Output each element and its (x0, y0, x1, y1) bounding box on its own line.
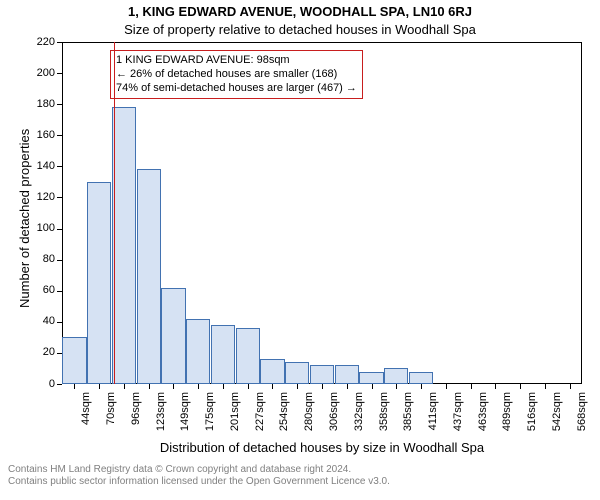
y-tick-label: 220 (25, 36, 55, 48)
annotation-line-3: 74% of semi-detached houses are larger (… (116, 82, 357, 96)
histogram-bar (62, 337, 86, 384)
x-tick (396, 384, 397, 389)
histogram-bar (186, 319, 210, 384)
x-tick (198, 384, 199, 389)
x-tick (74, 384, 75, 389)
x-tick (495, 384, 496, 389)
y-tick (57, 166, 62, 167)
histogram-bar (236, 328, 260, 384)
histogram-bar (161, 288, 185, 384)
x-tick-label: 358sqm (378, 392, 390, 492)
y-tick (57, 104, 62, 105)
x-tick (545, 384, 546, 389)
x-tick (272, 384, 273, 389)
x-tick (421, 384, 422, 389)
annotation-line-1: 1 KING EDWARD AVENUE: 98sqm (116, 54, 357, 68)
annotation-box: 1 KING EDWARD AVENUE: 98sqm ← 26% of det… (110, 50, 363, 99)
x-tick-label: 96sqm (130, 392, 142, 492)
y-tick-label: 160 (25, 129, 55, 141)
x-tick (446, 384, 447, 389)
histogram-bar (137, 169, 161, 384)
y-tick (57, 73, 62, 74)
x-tick-label: 149sqm (179, 392, 191, 492)
x-tick-label: 254sqm (278, 392, 290, 492)
x-tick (99, 384, 100, 389)
y-tick (57, 197, 62, 198)
x-tick (570, 384, 571, 389)
chart-subtitle: Size of property relative to detached ho… (0, 22, 600, 37)
x-tick-label: 516sqm (526, 392, 538, 492)
y-axis-label: Number of detached properties (17, 129, 32, 308)
x-tick (347, 384, 348, 389)
chart-container: 1, KING EDWARD AVENUE, WOODHALL SPA, LN1… (0, 0, 600, 500)
y-tick-label: 180 (25, 98, 55, 110)
histogram-bar (409, 372, 433, 384)
y-tick (57, 42, 62, 43)
y-tick-label: 20 (25, 346, 55, 358)
histogram-bar (335, 365, 359, 384)
x-tick-label: 306sqm (328, 392, 340, 492)
x-tick-label: 489sqm (501, 392, 513, 492)
x-tick (372, 384, 373, 389)
y-tick (57, 229, 62, 230)
x-tick-label: 568sqm (576, 392, 588, 492)
chart-title: 1, KING EDWARD AVENUE, WOODHALL SPA, LN1… (0, 4, 600, 19)
histogram-bar (211, 325, 235, 384)
x-tick-label: 70sqm (105, 392, 117, 492)
x-tick-label: 123sqm (155, 392, 167, 492)
x-tick (173, 384, 174, 389)
y-tick-label: 80 (25, 253, 55, 265)
histogram-bar (87, 182, 111, 384)
x-tick (149, 384, 150, 389)
y-tick-label: 200 (25, 67, 55, 79)
histogram-bar (310, 365, 334, 384)
x-tick-label: 175sqm (204, 392, 216, 492)
y-tick-label: 100 (25, 222, 55, 234)
x-tick-label: 411sqm (427, 392, 439, 492)
y-tick (57, 291, 62, 292)
x-tick-label: 437sqm (452, 392, 464, 492)
histogram-bar (359, 372, 383, 384)
x-tick (248, 384, 249, 389)
x-tick (297, 384, 298, 389)
y-tick (57, 260, 62, 261)
x-tick (124, 384, 125, 389)
x-tick-label: 280sqm (303, 392, 315, 492)
histogram-bar (285, 362, 309, 384)
y-tick-label: 60 (25, 284, 55, 296)
y-tick (57, 322, 62, 323)
x-tick-label: 201sqm (229, 392, 241, 492)
x-tick-label: 44sqm (80, 392, 92, 492)
y-tick-label: 0 (25, 378, 55, 390)
x-tick (471, 384, 472, 389)
y-tick (57, 384, 62, 385)
x-tick-label: 385sqm (402, 392, 414, 492)
histogram-bar (112, 107, 136, 384)
annotation-line-2: ← 26% of detached houses are smaller (16… (116, 68, 357, 82)
y-tick-label: 120 (25, 191, 55, 203)
subject-marker-line (114, 42, 115, 384)
x-tick (520, 384, 521, 389)
x-tick-label: 463sqm (477, 392, 489, 492)
histogram-bar (384, 368, 408, 384)
x-tick (223, 384, 224, 389)
histogram-bar (260, 359, 284, 384)
x-tick-label: 332sqm (353, 392, 365, 492)
y-tick-label: 140 (25, 160, 55, 172)
x-tick-label: 542sqm (551, 392, 563, 492)
x-tick-label: 227sqm (254, 392, 266, 492)
x-tick (322, 384, 323, 389)
y-tick-label: 40 (25, 315, 55, 327)
y-tick (57, 135, 62, 136)
